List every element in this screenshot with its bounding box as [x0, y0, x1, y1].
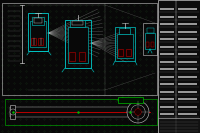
Bar [178, 113, 197, 115]
Bar [34, 18, 42, 23]
Bar [178, 38, 197, 40]
Bar [118, 49, 123, 56]
Bar [160, 30, 174, 32]
Bar [146, 42, 149, 47]
Bar [178, 105, 197, 107]
Bar [178, 8, 197, 10]
Bar [115, 27, 135, 61]
Bar [160, 8, 174, 10]
Bar [178, 23, 197, 25]
Bar [178, 76, 197, 78]
Bar [118, 97, 143, 103]
Bar [160, 68, 174, 70]
Bar [160, 61, 174, 63]
Bar [178, 53, 197, 55]
Bar [38, 38, 43, 45]
Bar [72, 21, 83, 25]
Bar [147, 28, 154, 33]
Bar [160, 53, 174, 55]
Bar [65, 20, 91, 68]
Bar [117, 34, 133, 58]
Bar [30, 21, 46, 47]
Bar [32, 17, 44, 25]
Bar [119, 28, 130, 34]
Bar [160, 105, 174, 107]
Bar [160, 90, 174, 92]
Bar [79, 52, 85, 61]
Bar [178, 30, 197, 32]
Bar [143, 23, 157, 55]
Bar [178, 98, 197, 100]
Bar [10, 107, 130, 117]
Bar [160, 83, 174, 85]
Bar [158, 118, 200, 133]
Bar [69, 52, 75, 61]
Bar [145, 33, 155, 49]
Bar [178, 61, 197, 63]
Bar [160, 76, 174, 78]
Bar [178, 45, 197, 47]
Bar [178, 68, 197, 70]
Bar [2, 3, 157, 95]
Bar [151, 42, 154, 47]
Bar [31, 38, 36, 45]
Bar [178, 83, 197, 85]
Bar [160, 98, 174, 100]
Bar [126, 49, 131, 56]
Bar [5, 99, 157, 125]
Bar [160, 45, 174, 47]
Bar [160, 38, 174, 40]
Circle shape [135, 109, 141, 115]
Circle shape [127, 101, 149, 123]
Bar [160, 113, 174, 115]
Circle shape [10, 109, 16, 115]
Bar [178, 16, 197, 18]
Bar [10, 105, 15, 119]
Bar [28, 13, 48, 51]
Bar [158, 0, 200, 133]
Circle shape [131, 105, 145, 119]
Bar [178, 90, 197, 92]
Bar [70, 20, 85, 27]
Bar [160, 16, 174, 18]
Bar [160, 23, 174, 25]
Bar [68, 27, 88, 63]
